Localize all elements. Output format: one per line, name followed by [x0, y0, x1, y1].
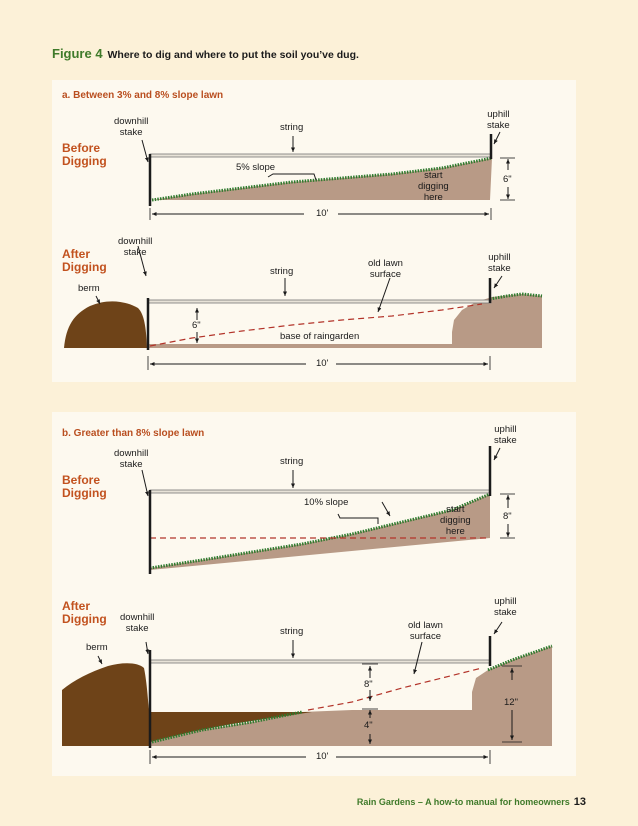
- panel-b-before-soil: [150, 494, 490, 570]
- panel-a-before-width-label: 10': [316, 208, 329, 219]
- panel-b-after-upper-depth-label: 8": [364, 679, 373, 690]
- panel-b-slope-pointer: [381, 501, 391, 517]
- panel-b-after-width-label: 10': [316, 751, 329, 762]
- panel-a-after-berm-pointer: [95, 295, 101, 305]
- panel-b-after-lower-depth-label: 4": [364, 720, 373, 731]
- panel-a-title: a. Between 3% and 8% slope lawn: [62, 90, 224, 101]
- panel-b: b. Greater than 8% slope lawn Before Dig…: [52, 412, 576, 776]
- panel-b-before-phase: Before Digging: [62, 473, 107, 500]
- figure-number: Figure 4: [52, 46, 103, 61]
- panel-b-after-grass-left: [151, 710, 303, 744]
- panel-a-before-phase: Before Digging: [62, 141, 107, 168]
- panel-b-after-total-depth-label: 12": [504, 697, 518, 708]
- panel-a-diagram: [64, 131, 543, 370]
- panel-a-after-old-lawn-label: old lawn surface: [368, 258, 403, 280]
- panel-b-after-old-lawn-pointer: [413, 641, 423, 675]
- panel-a-after-downhill-pointer: [137, 245, 147, 277]
- panel-b-before-uphill-label: uphill stake: [494, 424, 517, 446]
- panel-b-after-berm: [62, 663, 154, 746]
- panel-b-after-berm-pointer: [97, 655, 103, 665]
- panel-b-after-string: [149, 659, 491, 664]
- panel-a-before-soil: [152, 158, 492, 200]
- panel-a-before-string-label: string: [280, 122, 304, 133]
- panel-a-before-uphill-label: uphill stake: [487, 109, 510, 131]
- footer-text: Rain Gardens – A how-to manual for homeo…: [356, 797, 570, 807]
- panel-a-before-downhill-pointer: [141, 139, 149, 163]
- panel-b-after-string-label: string: [280, 626, 304, 637]
- panel-b-after-downhill-label: downhill stake: [120, 612, 155, 634]
- panel-a-before-depth-label: 6": [503, 174, 512, 185]
- panel-b-after-grass-right: [487, 644, 553, 672]
- panel-b-before-downhill-label: downhill stake: [114, 448, 149, 470]
- panel-a-before-grass: [151, 156, 493, 202]
- panel-b-before-grass: [149, 492, 491, 570]
- panel-a-slope-label: 5% slope: [236, 162, 276, 173]
- panel-a-after-uphill-label: uphill stake: [488, 252, 511, 274]
- panel-a-after-berm: [64, 301, 147, 348]
- panel-b-start-label: start digging here: [440, 504, 471, 537]
- panel-b-slope-bracket: [337, 513, 379, 524]
- panel-a-after-depth-label: 6": [192, 320, 201, 331]
- panel-a-after-string: [147, 299, 492, 304]
- panel-b-after-backfill: [150, 712, 312, 742]
- panel-a-after-berm-label: berm: [78, 283, 100, 294]
- figure-caption: Figure 4 Where to dig and where to put t…: [52, 46, 359, 61]
- panel-b-after-uphill-label: uphill stake: [494, 596, 517, 618]
- figure-caption-text: Where to dig and where to put the soil y…: [107, 49, 359, 61]
- panel-b-before-string: [149, 489, 491, 494]
- panel-b-before-downhill-pointer: [141, 469, 149, 497]
- panel-a-start-label: start digging here: [418, 170, 449, 203]
- panel-b-after-downhill-pointer: [145, 641, 150, 655]
- panel-a-before-string: [149, 153, 492, 158]
- page-footer: Rain Gardens – A how-to manual for homeo…: [357, 796, 586, 808]
- panel-b-after-soil: [150, 646, 552, 746]
- panel-b-slope-label: 10% slope: [304, 497, 349, 508]
- panel-b-after-old-lawn-line: [307, 667, 483, 711]
- panel-a-before-uphill-pointer: [493, 131, 501, 145]
- panel-b-after-berm-label: berm: [86, 642, 108, 653]
- panel-a-slope-bracket: [267, 173, 317, 181]
- panel-a-after-uphill-pointer: [493, 275, 503, 289]
- panel-b-before-string-label: string: [280, 456, 304, 467]
- panel-b-after-old-lawn-label: old lawn surface: [408, 620, 443, 642]
- panel-a-after-width-label: 10': [316, 358, 329, 369]
- panel-a-after-soil: [148, 294, 542, 348]
- panel-a-after-string-label: string: [270, 266, 294, 277]
- panel-b-after-uphill-pointer: [493, 621, 503, 635]
- panel-b-diagram: [62, 446, 553, 764]
- panel-a-after-old-lawn-line: [149, 303, 483, 347]
- panel-a-after-grass: [489, 292, 543, 301]
- panel-b-before-uphill-pointer: [493, 447, 501, 461]
- page-number: 13: [573, 796, 586, 808]
- panel-a-after-downhill-label: downhill stake: [118, 236, 153, 258]
- panel-a: a. Between 3% and 8% slope lawn Before D…: [52, 80, 576, 382]
- panel-a-base-label: base of raingarden: [280, 331, 360, 342]
- panel-b-after-phase: After Digging: [62, 599, 107, 626]
- panel-b-title: b. Greater than 8% slope lawn: [62, 428, 205, 439]
- panel-a-after-phase: After Digging: [62, 247, 107, 274]
- panel-b-before-depth-label: 8": [503, 511, 512, 522]
- panel-a-before-downhill-label: downhill stake: [114, 116, 149, 138]
- panel-a-after-old-lawn-pointer: [377, 277, 391, 313]
